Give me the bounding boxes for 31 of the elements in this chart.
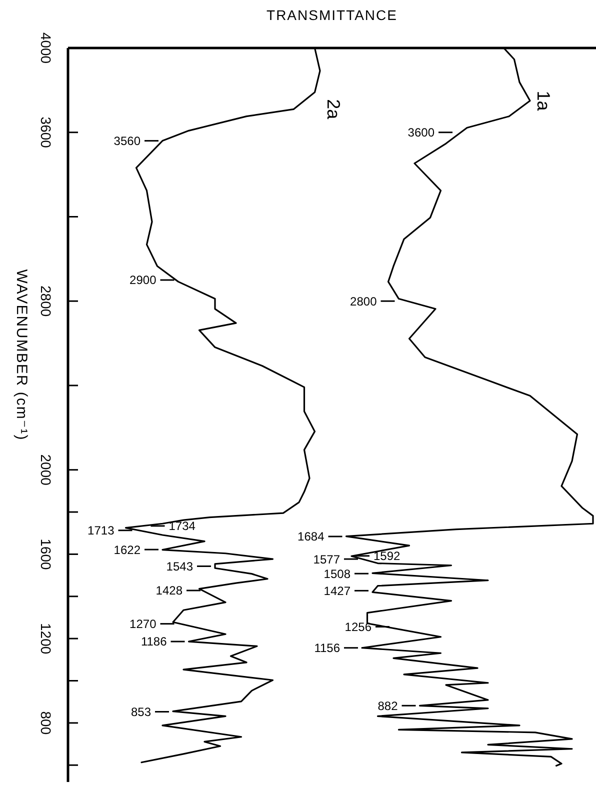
annotation: 882 [378,698,398,713]
annotation: 1577 [313,552,340,566]
annotation: 853 [130,704,152,719]
text: 1a [534,90,554,112]
text: 2a [324,99,344,120]
annotation: 1186 [140,634,168,649]
annotation: 1543 [166,559,194,574]
annotation: 1256 [344,620,372,634]
annotation: 1270 [130,617,157,632]
annotation: 2800 [350,294,378,308]
annotation: 3560 [114,134,141,148]
annotation: 1156 [314,641,340,656]
annotation: 1684 [298,530,325,544]
y-axis-title: WAVENUMBER (cm⁻¹) [12,269,30,441]
y-tick-label: 800 [38,711,54,735]
y-tick-label: 2000 [38,454,54,486]
annotation: 1713 [88,524,115,538]
annotation: 1734 [168,519,196,534]
annotation: 1427 [324,584,351,598]
x-axis-title: TRANSMITTANCE [266,7,398,23]
y-tick-label: 1200 [38,622,54,654]
annotation: 1622 [114,542,141,557]
annotation: 1508 [324,566,351,581]
y-tick-label: 4000 [38,32,54,64]
annotation: 3600 [408,126,435,140]
annotation: 1592 [374,549,401,564]
y-tick-label: 3600 [38,116,54,148]
y-tick-label: 2800 [38,286,54,317]
annotation: 2900 [130,273,157,288]
annotation: 1428 [156,584,183,598]
y-tick-label: 1600 [38,538,54,570]
